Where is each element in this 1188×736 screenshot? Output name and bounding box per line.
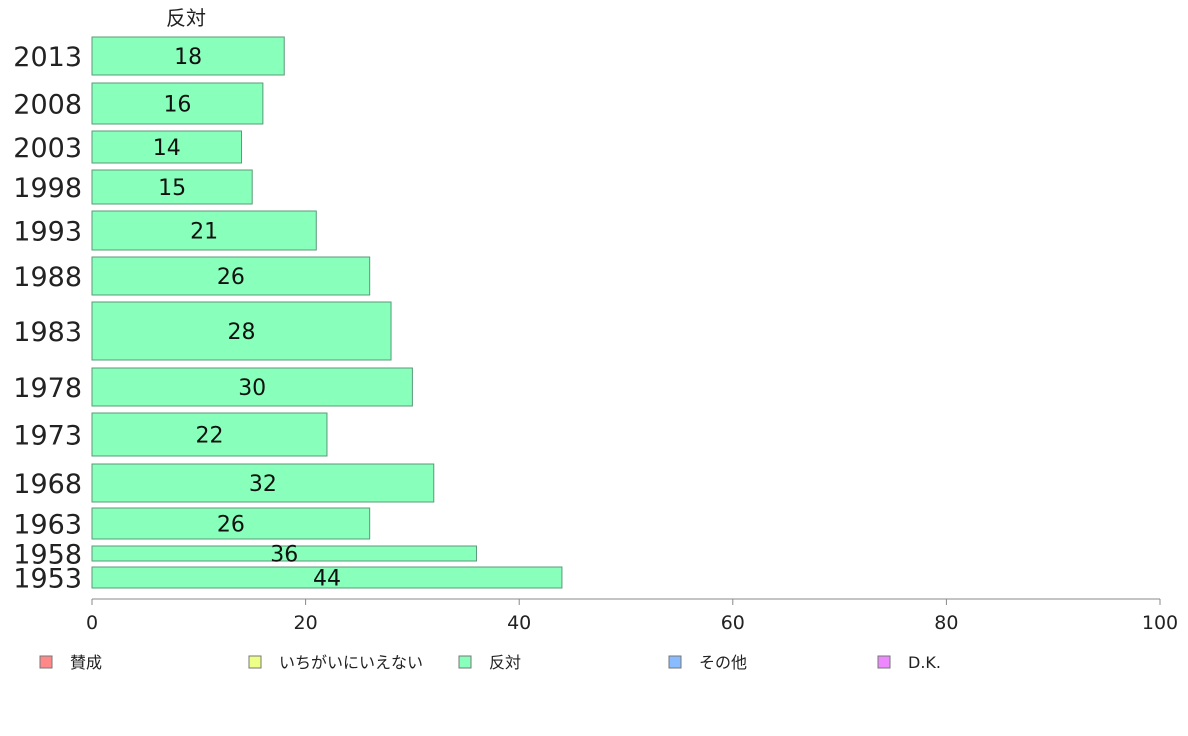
bars-group: 2013 18 2008 16 2003 14 1998 15 1993 21 1988 26 1983… xyxy=(13,36,563,595)
bar-1968 xyxy=(91,463,435,503)
legend-swatch-4 xyxy=(877,655,891,669)
x-tick-label-0: 0 xyxy=(86,612,98,634)
bar-1953 xyxy=(91,566,563,589)
value-label-2008: 16 xyxy=(163,93,191,118)
bar-1963 xyxy=(91,507,371,540)
bar-1988 xyxy=(91,256,371,296)
year-label-1983: 1983 xyxy=(13,317,82,348)
year-label-2013: 2013 xyxy=(13,42,82,73)
value-label-1993: 21 xyxy=(190,220,218,245)
legend-swatch-2 xyxy=(458,655,472,669)
legend-swatch-1 xyxy=(248,655,262,669)
bar-1983 xyxy=(91,301,392,361)
value-label-1983: 28 xyxy=(228,320,256,345)
year-label-1988: 1988 xyxy=(13,262,82,293)
x-tick-label-40: 40 xyxy=(507,612,531,634)
year-label-1953: 1953 xyxy=(13,564,82,595)
legend-label-3: その他 xyxy=(699,653,747,672)
year-label-1998: 1998 xyxy=(13,173,82,204)
year-label-2003: 2003 xyxy=(13,133,82,164)
x-tick-label-20: 20 xyxy=(294,612,318,634)
value-label-2003: 14 xyxy=(153,136,181,161)
bar-2013 xyxy=(91,36,285,76)
value-label-1978: 30 xyxy=(238,376,266,401)
value-label-2013: 18 xyxy=(174,45,202,70)
value-label-1958: 36 xyxy=(270,543,298,568)
year-label-1968: 1968 xyxy=(13,469,82,500)
value-label-1968: 32 xyxy=(249,472,277,497)
year-label-1993: 1993 xyxy=(13,217,82,248)
value-label-1988: 26 xyxy=(217,265,245,290)
year-label-1963: 1963 xyxy=(13,510,82,541)
bar-1958 xyxy=(91,545,477,562)
legend-label-2: 反対 xyxy=(489,653,521,672)
value-label-1963: 26 xyxy=(217,513,245,538)
year-label-1958: 1958 xyxy=(13,540,82,571)
bar-2003 xyxy=(91,130,243,164)
x-tick-label-100: 100 xyxy=(1142,612,1178,634)
x-tick-label-60: 60 xyxy=(721,612,745,634)
value-label-1998: 15 xyxy=(158,176,186,201)
bar-2008 xyxy=(91,82,264,125)
legend-swatch-0 xyxy=(39,655,53,669)
legend: 賛成 いちがいにいえない 反対 その他 D.K. xyxy=(39,653,941,672)
legend-label-1: いちがいにいえない xyxy=(279,653,423,672)
series-title: 反対 xyxy=(166,6,206,30)
bar-1973 xyxy=(91,412,328,457)
year-label-2008: 2008 xyxy=(13,90,82,121)
bar-1993 xyxy=(91,210,317,251)
value-label-1953: 44 xyxy=(313,567,341,592)
year-label-1978: 1978 xyxy=(13,373,82,404)
bar-1998 xyxy=(91,169,253,205)
bar-1978 xyxy=(91,367,413,407)
x-axis: 0 20 40 60 80 100 xyxy=(86,598,1178,634)
year-label-1973: 1973 xyxy=(13,421,82,452)
value-label-1973: 22 xyxy=(195,424,223,449)
x-tick-label-80: 80 xyxy=(934,612,958,634)
legend-label-0: 賛成 xyxy=(70,653,102,672)
legend-swatch-3 xyxy=(668,655,682,669)
legend-label-4: D.K. xyxy=(908,653,941,672)
